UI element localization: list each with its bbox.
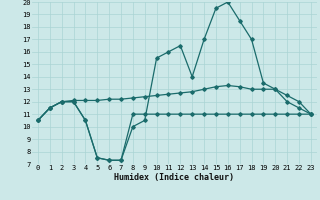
X-axis label: Humidex (Indice chaleur): Humidex (Indice chaleur) (115, 173, 234, 182)
